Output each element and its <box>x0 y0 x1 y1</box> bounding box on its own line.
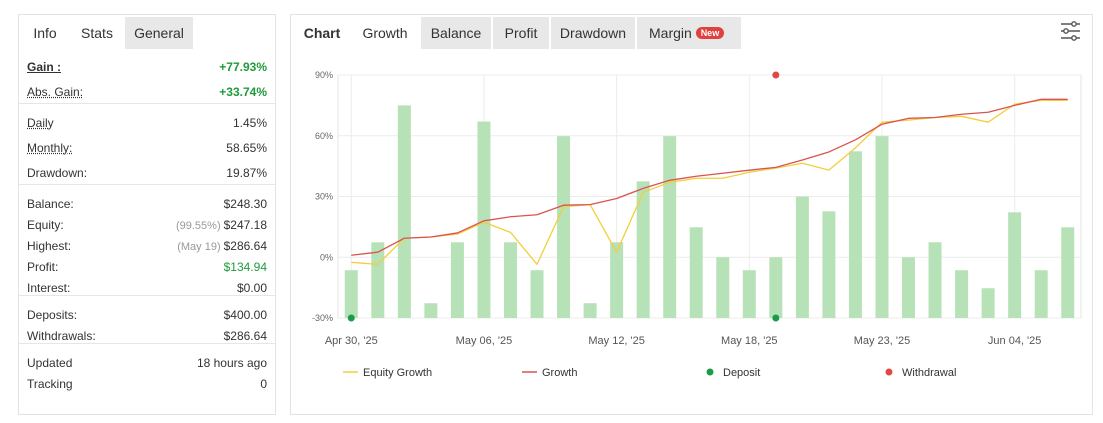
stat-value-wrap: 19.87% <box>226 163 267 183</box>
stats-panel: Info Stats General Gain : +77.93% Abs. Gai… <box>18 14 276 415</box>
stat-value-wrap: $286.64 <box>224 326 267 346</box>
stat-label: Profit: <box>27 260 59 274</box>
separator <box>19 343 275 344</box>
stat-value-wrap: $0.00 <box>237 278 267 298</box>
stat-value: $286.64 <box>223 329 267 343</box>
tab[interactable]: Margin New <box>637 17 741 49</box>
stat-value: 1.45% <box>232 116 267 130</box>
stat-value-wrap: (May 19) $286.64 <box>177 236 267 257</box>
chart-panel: Chart Growth Balance Profit Drawdown Mar… <box>290 14 1093 415</box>
stat-row: Monthly: 58.65% <box>27 138 267 158</box>
stat-value-wrap: 1.45% <box>233 113 267 133</box>
stat-row: Abs. Gain: +33.74% <box>27 82 267 102</box>
stat-value-wrap: (99.55%) $247.18 <box>176 215 267 236</box>
tab[interactable]: Info <box>33 25 57 41</box>
tab[interactable]: Profit <box>493 17 549 49</box>
stat-label: Highest: <box>27 239 72 253</box>
stat-row: Tracking 0 <box>27 374 267 394</box>
stat-row: Interest: $0.00 <box>27 278 267 298</box>
stat-row: Deposits: $400.00 <box>27 305 267 325</box>
separator <box>19 184 275 185</box>
stat-label: Abs. Gain: <box>27 85 84 99</box>
stat-label: Interest: <box>27 281 71 295</box>
stat-label: Balance: <box>27 197 74 211</box>
stat-row: Equity: (99.55%) $247.18 <box>27 215 267 235</box>
stat-label: Gain : <box>27 60 62 74</box>
stat-label: Monthly: <box>27 141 73 155</box>
tab-active[interactable]: Growth <box>362 25 408 41</box>
stat-value-wrap: 58.65% <box>226 138 267 158</box>
stat-row: Highest: (May 19) $286.64 <box>27 236 267 256</box>
stat-value: $286.64 <box>223 239 267 253</box>
stat-label: Updated <box>27 356 73 370</box>
tab-label: Margin <box>649 25 692 41</box>
stat-label: Deposits: <box>27 308 78 322</box>
stat-row: Daily 1.45% <box>27 113 267 133</box>
stat-value: 0 <box>260 377 267 391</box>
stat-value: $0.00 <box>236 281 267 295</box>
stat-value: 58.65% <box>226 141 267 155</box>
stat-value-wrap: $134.94 <box>224 257 267 277</box>
stat-label: Drawdown: <box>27 166 88 180</box>
separator <box>19 295 275 296</box>
stat-value-wrap: 0 <box>260 374 267 394</box>
stat-value-wrap: $248.30 <box>224 194 267 214</box>
stat-row: Balance: $248.30 <box>27 194 267 214</box>
tab[interactable]: Drawdown <box>551 17 635 49</box>
stat-value: 19.87% <box>226 166 267 180</box>
stat-value: +33.74% <box>219 85 267 99</box>
stat-row: Drawdown: 19.87% <box>27 163 267 183</box>
tab-active[interactable]: Stats <box>81 25 113 41</box>
stat-note: (99.55%) <box>175 220 221 232</box>
stat-label: Equity: <box>27 218 64 232</box>
stat-label: Daily <box>27 116 54 130</box>
stat-row: Withdrawals: $286.64 <box>27 326 267 346</box>
stat-value: $134.94 <box>223 260 267 274</box>
stat-note: (May 19) <box>177 241 221 253</box>
stat-row: Gain : +77.93% <box>27 57 267 77</box>
tab[interactable]: Balance <box>421 17 491 49</box>
stat-row: Updated 18 hours ago <box>27 353 267 373</box>
stat-value: $247.18 <box>223 218 267 232</box>
separator <box>19 103 275 104</box>
stat-value-wrap: +33.74% <box>219 82 267 102</box>
stat-value-wrap: $400.00 <box>224 305 267 325</box>
stat-row: Profit: $134.94 <box>27 257 267 277</box>
badge: New <box>695 27 725 39</box>
tab[interactable]: Chart <box>303 25 341 41</box>
stat-value: $400.00 <box>223 308 267 322</box>
stat-value-wrap: 18 hours ago <box>197 353 267 373</box>
tab[interactable]: General <box>125 17 193 49</box>
stat-value-wrap: +77.93% <box>219 57 267 77</box>
stat-value: 18 hours ago <box>196 356 267 370</box>
stat-label: Tracking <box>27 377 73 391</box>
stat-label: Withdrawals: <box>27 329 96 343</box>
stat-value: $248.30 <box>223 197 267 211</box>
stat-value: +77.93% <box>219 60 267 74</box>
